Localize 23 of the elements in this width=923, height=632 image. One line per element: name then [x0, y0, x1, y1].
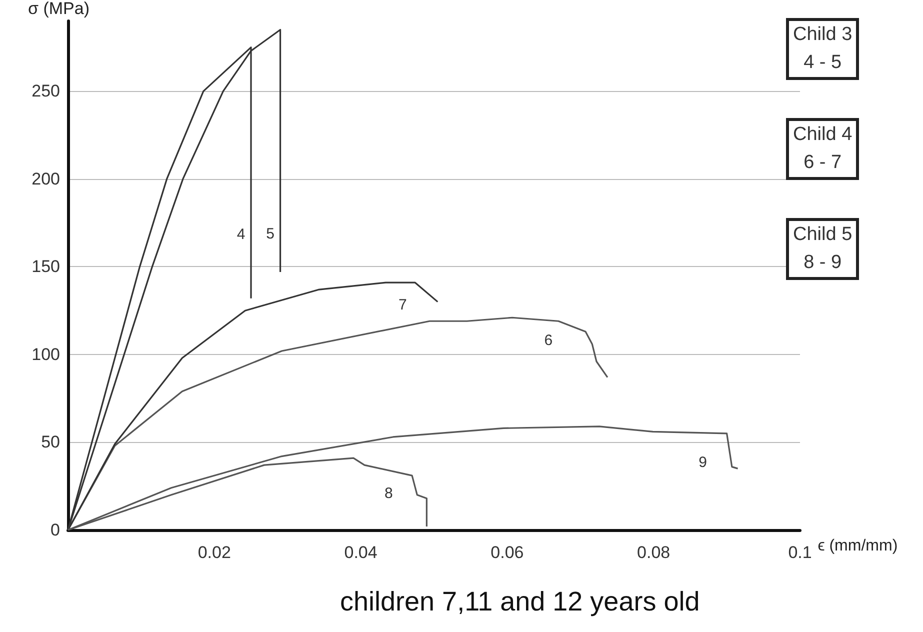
- annotation: Child 3 4 - 5: [786, 18, 860, 80]
- series-label: 4: [236, 226, 246, 243]
- x-tick-label: 0.04: [344, 543, 378, 562]
- y-tick-label: 0: [50, 520, 60, 540]
- x-tick-label: 0.1: [788, 543, 812, 562]
- text: children 7,11 and 12 years old: [340, 586, 700, 616]
- y-tick-label: 50: [41, 432, 60, 452]
- y-tick-label: 250: [32, 82, 60, 101]
- series-label: 6: [544, 332, 553, 349]
- x-axis-title: ϵ (mm/mm): [818, 538, 898, 554]
- x-tick-label: 0.02: [198, 543, 231, 562]
- y-tick-label: 150: [32, 257, 60, 276]
- annotation: Child 4 6 - 7: [786, 118, 860, 180]
- y-tick-label: 200: [32, 169, 60, 188]
- y-axis-title: σ (MPa): [28, 0, 90, 18]
- y-tick-label: 100: [32, 344, 60, 364]
- series-label: 8: [384, 484, 393, 502]
- x-tick-label: 0.06: [490, 543, 524, 562]
- annotation: Child 5 8 - 9: [786, 218, 860, 280]
- series-label: 9: [698, 454, 707, 472]
- x-tick-label: 0.08: [637, 543, 670, 562]
- series-label: 5: [266, 225, 274, 242]
- series-label: 7: [398, 296, 407, 314]
